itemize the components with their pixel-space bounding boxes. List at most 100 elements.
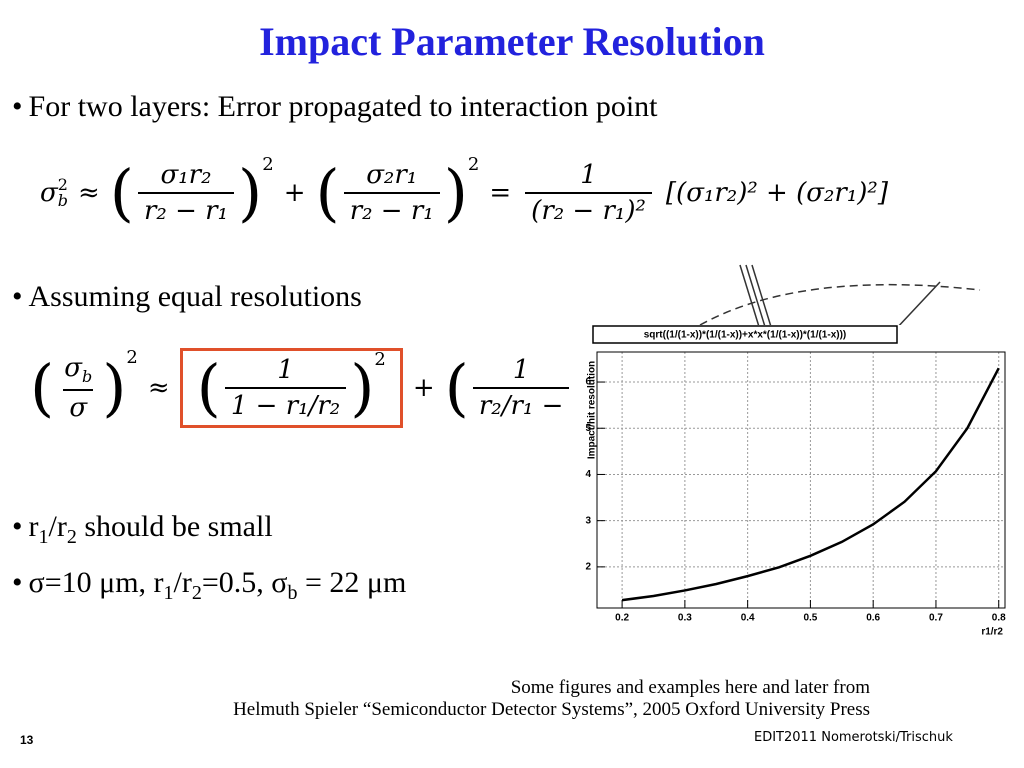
text: should be small [76, 510, 273, 543]
symbol-text: ≈ [147, 373, 170, 403]
y-tick-label: 5 [585, 423, 591, 434]
bullet: • Assuming equal resolutions [12, 280, 362, 314]
y-tick-label: 6 [585, 377, 591, 388]
bullet: • σ=10 μm, r1/r2=0.5, σb = 22 μm [12, 566, 406, 605]
fraction: 1 r₂/r₁ − [472, 355, 570, 421]
symbol: ≈ [148, 373, 170, 403]
fraction-group: (σb σ) 2 [30, 347, 138, 424]
y-tick-label: 3 [585, 515, 591, 526]
symbol: = [489, 178, 511, 208]
symbol-text: + [283, 178, 306, 208]
subscript: 2 [66, 526, 77, 548]
symbol: ≈ [78, 178, 100, 208]
fraction-group: 1 (r₂ − r₁)² [521, 160, 656, 226]
x-tick-label: 0.6 [866, 613, 880, 624]
citation: Some figures and examples here and later… [233, 677, 870, 721]
symbol-text: ≈ [78, 178, 100, 208]
denominator: r₂ − r₁ [138, 192, 235, 226]
y-tick-label: 4 [585, 469, 591, 480]
x-tick-label: 0.7 [929, 613, 943, 624]
detector-sketch [699, 264, 981, 331]
text: = 22 μm [297, 566, 407, 599]
x-tick-label: 0.3 [678, 613, 692, 624]
citation-line: Helmuth Spieler “Semiconductor Detector … [233, 699, 870, 720]
bullet: • For two layers: Error propagated to int… [12, 90, 658, 124]
plot-background [577, 325, 1024, 640]
subscript: b [81, 367, 93, 387]
parenthesis: ( [196, 351, 221, 424]
numerator: 1 [512, 355, 530, 385]
symbol-text: σ [40, 178, 58, 208]
fraction-group: (σ₂r₁ r₂ − r₁) 2 [315, 154, 479, 229]
denominator: 1 − r₁/r₂ [224, 387, 347, 421]
numerator: σb [64, 353, 93, 387]
fraction-group: (σ₁r₂ r₂ − r₁) 2 [109, 154, 274, 229]
symbol: + [413, 373, 435, 403]
power: 2 [126, 347, 138, 369]
page-number: 13 [20, 733, 34, 747]
subscript: 1 [163, 582, 174, 604]
plot-title-box [592, 325, 898, 344]
y-tick-label: 2 [585, 562, 591, 573]
fraction: σb σ [58, 353, 98, 423]
text: σ=10 μm, r [28, 566, 164, 599]
parenthesis: ( [109, 156, 134, 229]
subscript: b [287, 582, 298, 604]
numerator: σ₁r₂ [160, 160, 212, 190]
superscript: 2 [57, 175, 68, 194]
text: r [28, 510, 39, 543]
symbol: + [284, 178, 306, 208]
symbol: [(σ₁r₂)² + (σ₂r₁)²] [666, 178, 888, 208]
footer: EDIT2011 Nomerotski/Trischuk [754, 730, 953, 745]
parenthesis: ( [30, 351, 55, 424]
fraction-group: (1 r₂/r₁ − [445, 355, 574, 421]
parenthesis: ) [238, 156, 263, 229]
fraction-group: (1 1 − r₁/r₂) 2 [179, 348, 403, 428]
slide-title: Impact Parameter Resolution [259, 19, 765, 64]
parenthesis: ( [315, 156, 340, 229]
numerator: 1 [580, 160, 597, 190]
fraction: σ₂r₁ r₂ − r₁ [343, 160, 440, 226]
parenthesis: ) [350, 351, 375, 424]
formula: σ 2 b ≈(σ₁r₂ r₂ − r₁) 2 +(σ₂r₁ r₂ − r₁) 2 = 1 (r₂ −… [40, 154, 888, 229]
curve [621, 367, 1000, 602]
text: /r [48, 510, 67, 543]
symbol-text: + [412, 373, 435, 403]
formula: (σb σ) 2 ≈(1 1 − r₁/r₂) 2 +(1 r₂/r₁ − [30, 347, 574, 428]
plot-frame [596, 351, 1006, 609]
text: /r [173, 566, 192, 599]
fraction: 1 (r₂ − r₁)² [525, 160, 652, 226]
bullet-symbol: • [12, 566, 23, 599]
denominator: r₂/r₁ − [472, 387, 570, 421]
subscript: b [57, 191, 68, 210]
parenthesis: ( [444, 351, 469, 424]
fraction: σ₁r₂ r₂ − r₁ [138, 160, 235, 226]
x-tick-label: 0.8 [992, 613, 1006, 624]
x-tick-label: 0.5 [803, 613, 817, 624]
power: 2 [374, 349, 386, 370]
power: 2 [467, 154, 480, 175]
y-axis-label: Impact/hit resolution [587, 361, 598, 459]
text: =0.5, σ [201, 566, 288, 599]
numerator: 1 [277, 355, 294, 385]
x-tick-label: 0.4 [741, 613, 755, 624]
bullet-symbol: • [12, 280, 23, 313]
denominator: σ [63, 388, 94, 423]
subscript: 2 [191, 582, 202, 604]
symbol-text: = [489, 178, 512, 208]
bullet-symbol: • [12, 90, 23, 123]
power: 2 [262, 154, 274, 175]
plot-title: sqrt((1/(1-x))*(1/(1-x))+x*x*(1/(1-x))*(… [644, 330, 847, 341]
citation-line: Some figures and examples here and later… [510, 677, 870, 698]
bullet-symbol: • [12, 510, 23, 543]
text: For two layers: Error propagated to inte… [28, 90, 658, 123]
x-axis-label: r1/r2 [981, 627, 1003, 638]
denominator: r₂ − r₁ [343, 192, 440, 226]
bullet: • r1/r2 should be small [12, 510, 273, 549]
numerator: σ₂r₁ [366, 160, 418, 190]
symbol-text: [(σ₁r₂)² + (σ₂r₁)²] [665, 178, 888, 208]
subscript: 1 [38, 526, 49, 548]
